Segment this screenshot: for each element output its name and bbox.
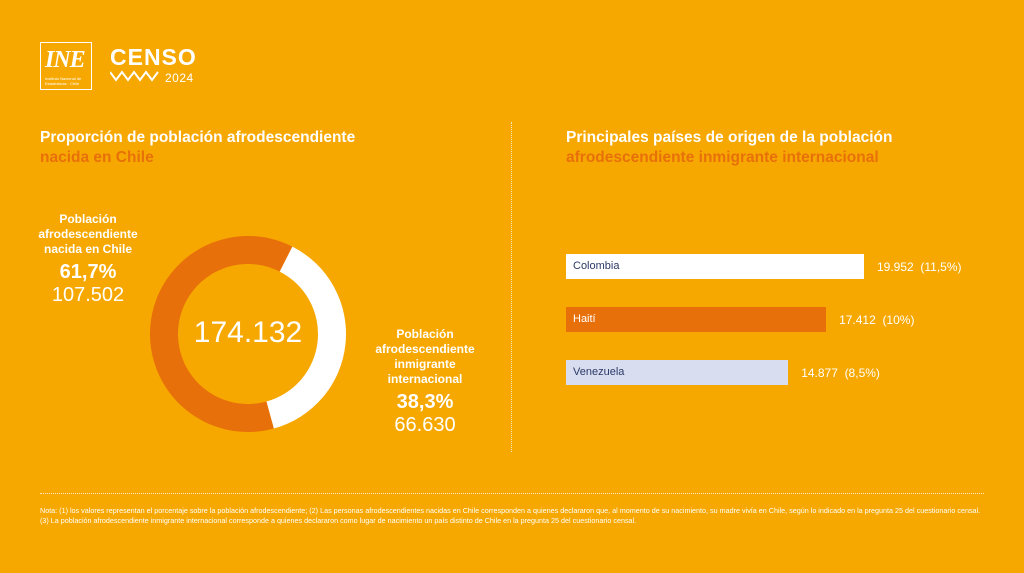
immigrant-count: 66.630	[394, 414, 456, 436]
bar-label-haiti: Haití	[573, 313, 596, 325]
donut-center-total: 174.132	[193, 316, 303, 349]
chile-born-label: Población afrodescendiente nacida en Chi…	[18, 212, 158, 307]
donut-slice-chile-born	[150, 236, 293, 432]
donut-slice-immigrant	[266, 246, 346, 429]
ine-logo-mark: INE	[45, 47, 86, 73]
bar-label-venezuela: Venezuela	[573, 366, 625, 378]
left-chart-title: Proporción de población afrodescendiente…	[40, 128, 355, 168]
bar-value-number: 14.877	[801, 366, 838, 380]
bottom-divider	[40, 493, 984, 494]
bar-value-haiti: 17.412 (10%)	[839, 313, 914, 327]
chile-label-line: afrodescendiente	[38, 227, 138, 241]
censo-logo-year: 2024	[165, 71, 194, 85]
bar-value-number: 17.412	[839, 313, 876, 327]
left-title-line1: Proporción de población afrodescendiente	[40, 129, 356, 146]
vertical-divider	[511, 122, 512, 452]
footnote: Nota: (1) los valores representan el por…	[40, 506, 981, 525]
chile-label-line: nacida en Chile	[43, 242, 133, 256]
bar-value-percent: (8,5%)	[844, 366, 880, 380]
censo-wave-icon	[110, 70, 159, 82]
immigrant-label-line: internacional	[387, 372, 463, 386]
chile-born-count: 107.502	[51, 284, 125, 306]
bar-value-venezuela: 14.877 (8,5%)	[801, 366, 880, 380]
immigrant-label: Población afrodescendiente inmigrante in…	[355, 327, 495, 437]
immigrant-label-text: Población afrodescendiente inmigrante in…	[355, 327, 495, 387]
chile-born-label-text: Población afrodescendiente nacida en Chi…	[18, 212, 158, 257]
ine-logo: INE Instituto Nacional de Estadísticas ·…	[40, 42, 92, 90]
right-chart-title: Principales países de origen de la pobla…	[566, 128, 892, 168]
chile-label-line: Población	[59, 212, 117, 226]
immigrant-label-line: inmigrante	[394, 357, 456, 371]
right-title-line1: Principales países de origen de la pobla…	[566, 129, 893, 146]
donut-chart	[150, 236, 346, 432]
left-title-line2: nacida en Chile	[40, 149, 154, 166]
chile-born-percent: 61,7%	[59, 261, 117, 283]
immigrant-label-line: afrodescendiente	[375, 342, 475, 356]
bar-label-colombia: Colombia	[573, 260, 620, 272]
bar-haiti: Haití	[566, 307, 827, 332]
immigrant-label-line: Población	[396, 327, 454, 341]
bar-value-percent: (11,5%)	[920, 260, 962, 274]
right-title-line2: afrodescendiente inmigrante internaciona…	[566, 149, 879, 166]
ine-logo-subtitle: Instituto Nacional de Estadísticas · Chi…	[45, 76, 82, 86]
bar-value-colombia: 19.952 (11,5%)	[877, 260, 962, 274]
bar-venezuela: Venezuela	[566, 360, 789, 385]
immigrant-percent: 38,3%	[396, 391, 454, 413]
bar-value-number: 19.952	[877, 260, 914, 274]
censo-logo-word: CENSO	[110, 44, 197, 70]
bar-value-percent: (10%)	[882, 313, 915, 327]
bar-colombia: Colombia	[566, 254, 864, 279]
